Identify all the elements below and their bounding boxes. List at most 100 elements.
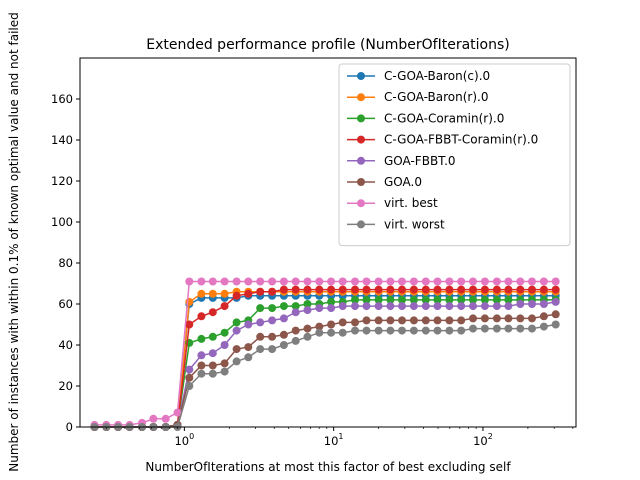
data-point [338, 277, 347, 286]
data-point [480, 324, 489, 333]
data-point [398, 302, 406, 311]
data-point [469, 277, 477, 286]
legend-marker [357, 199, 365, 208]
data-point [220, 367, 229, 376]
data-point [315, 322, 324, 331]
series-6 [90, 277, 560, 429]
data-point [291, 336, 300, 345]
data-point [551, 320, 560, 329]
data-point [551, 310, 560, 319]
data-point [232, 318, 241, 327]
data-point [268, 287, 277, 296]
data-point [421, 285, 430, 294]
data-point [528, 277, 536, 286]
data-point [445, 295, 454, 304]
data-point [185, 320, 194, 329]
data-point [303, 306, 312, 315]
data-point [386, 302, 395, 311]
series-line [94, 280, 556, 426]
legend-label: GOA.0 [384, 175, 422, 189]
data-point [291, 277, 300, 286]
legend-label: C-GOA-Baron(r).0 [384, 90, 488, 104]
data-point [528, 300, 536, 308]
data-point [338, 285, 347, 294]
data-point [504, 302, 513, 311]
data-point [315, 328, 324, 337]
legend-marker [357, 72, 365, 80]
data-point [338, 302, 347, 311]
data-point [149, 414, 158, 423]
data-point [409, 277, 418, 286]
y-tick-label: 20 [58, 379, 73, 393]
data-point [386, 295, 395, 304]
data-point [185, 365, 194, 374]
data-point [232, 326, 241, 335]
data-point [256, 345, 265, 354]
data-point [492, 324, 501, 333]
data-point [421, 316, 430, 325]
data-point [327, 328, 336, 337]
data-point [327, 277, 336, 286]
data-point [457, 326, 466, 335]
data-point [315, 285, 324, 294]
data-point [327, 320, 336, 329]
data-point [185, 277, 194, 286]
data-point [303, 300, 312, 308]
x-tick-exponent: 0 [189, 432, 194, 441]
legend-label: C-GOA-Baron(c).0 [384, 69, 490, 83]
data-point [433, 295, 442, 304]
data-point [268, 345, 277, 354]
data-point [374, 302, 383, 311]
data-point [398, 316, 406, 325]
data-point [480, 277, 489, 286]
data-point [409, 285, 418, 294]
data-point [279, 285, 288, 294]
data-point [303, 324, 312, 333]
data-point [208, 308, 217, 317]
data-point [409, 316, 418, 325]
y-tick-label: 80 [58, 256, 73, 270]
data-point [232, 291, 241, 300]
data-point [374, 316, 383, 325]
x-tick-exponent: 2 [488, 432, 493, 441]
y-tick-label: 160 [51, 92, 73, 106]
data-point [516, 300, 525, 308]
data-point [457, 295, 466, 304]
data-point [469, 314, 477, 323]
data-point [516, 324, 525, 333]
y-tick-label: 60 [58, 297, 73, 311]
data-point [256, 277, 265, 286]
data-point [362, 295, 371, 304]
data-point [338, 328, 347, 337]
data-point [480, 314, 489, 323]
data-point [208, 369, 217, 378]
data-point [362, 302, 371, 311]
series-line [94, 313, 556, 428]
data-point [539, 300, 548, 308]
data-point [362, 285, 371, 294]
data-point [374, 295, 383, 304]
data-point [492, 302, 501, 311]
data-point [327, 297, 336, 306]
data-point [469, 324, 477, 333]
data-point [398, 326, 406, 335]
data-point [539, 312, 548, 321]
data-point [220, 277, 229, 286]
data-point [421, 277, 430, 286]
data-point [504, 324, 513, 333]
x-tick-exponent: 1 [338, 432, 343, 441]
y-tick-label: 0 [66, 420, 73, 434]
data-point [351, 295, 359, 304]
data-point [173, 408, 182, 417]
y-tick-label: 100 [51, 215, 73, 229]
data-point [197, 277, 206, 286]
data-point [232, 357, 241, 366]
data-point [433, 285, 442, 294]
data-point [268, 316, 277, 325]
legend-entry: C-GOA-Baron(r).0 [347, 90, 488, 104]
data-point [208, 349, 217, 358]
legend-entry: C-GOA-Coramin(r).0 [347, 111, 504, 125]
data-point [433, 326, 442, 335]
legend-entry: virt. worst [347, 217, 445, 231]
